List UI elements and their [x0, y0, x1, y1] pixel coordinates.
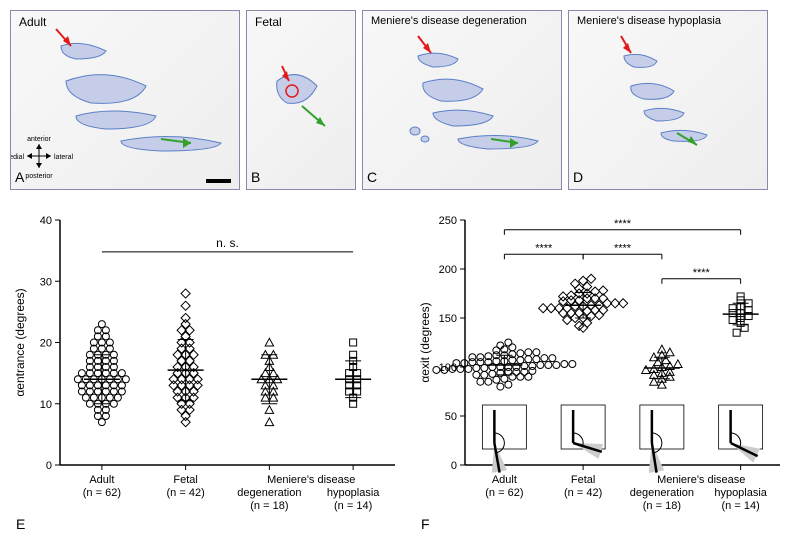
- svg-text:n. s.: n. s.: [216, 236, 239, 250]
- svg-text:(n = 18): (n = 18): [643, 500, 681, 512]
- panel-a: Adult anterior posterior medial lateral …: [10, 10, 240, 190]
- compass-anterior: anterior: [27, 136, 51, 143]
- panel-a-title: Adult: [19, 15, 46, 29]
- panel-a-svg: anterior posterior medial lateral: [11, 11, 241, 191]
- svg-text:200: 200: [439, 264, 457, 276]
- svg-text:Fetal: Fetal: [173, 474, 197, 486]
- chart-e-svg: 0 10 20 30 40 αentrance (degrees) Adult(n = 62…: [10, 205, 405, 535]
- chart-f-svg: 050100150200250αexit (degrees)Adult(n = …: [415, 205, 790, 535]
- panel-c-svg: [363, 11, 563, 191]
- svg-text:degeneration: degeneration: [630, 487, 694, 499]
- svg-text:Adult: Adult: [89, 474, 114, 486]
- svg-text:10: 10: [40, 399, 52, 411]
- svg-text:αentrance (degrees): αentrance (degrees): [13, 288, 27, 396]
- compass-posterior: posterior: [25, 173, 53, 180]
- panel-b-svg: [247, 11, 357, 191]
- svg-text:0: 0: [46, 460, 52, 472]
- svg-text:(n = 18): (n = 18): [250, 500, 288, 512]
- panel-d-label: D: [573, 169, 583, 185]
- svg-text:Fetal: Fetal: [571, 474, 595, 486]
- svg-text:F: F: [421, 516, 430, 532]
- panel-f: 050100150200250αexit (degrees)Adult(n = …: [415, 205, 790, 535]
- svg-text:Meniere's disease: Meniere's disease: [657, 474, 745, 486]
- panel-b-title: Fetal: [255, 15, 282, 29]
- svg-text:(n = 42): (n = 42): [564, 487, 602, 499]
- svg-text:(n = 14): (n = 14): [722, 500, 760, 512]
- svg-text:hypoplasia: hypoplasia: [714, 487, 767, 499]
- svg-text:Meniere's disease: Meniere's disease: [267, 474, 355, 486]
- compass-medial: medial: [11, 154, 24, 161]
- svg-text:(n = 62): (n = 62): [83, 487, 121, 499]
- svg-text:Adult: Adult: [492, 474, 517, 486]
- panel-c: Meniere's disease degeneration C: [362, 10, 562, 190]
- svg-text:(n = 42): (n = 42): [167, 487, 205, 499]
- svg-text:E: E: [16, 516, 25, 532]
- svg-text:50: 50: [445, 411, 457, 423]
- svg-text:(n = 14): (n = 14): [334, 500, 372, 512]
- svg-text:250: 250: [439, 215, 457, 227]
- svg-text:****: ****: [535, 242, 553, 254]
- svg-text:30: 30: [40, 276, 52, 288]
- svg-text:150: 150: [439, 313, 457, 325]
- svg-text:****: ****: [693, 267, 711, 279]
- panel-c-label: C: [367, 169, 377, 185]
- svg-text:αexit (degrees): αexit (degrees): [418, 302, 432, 382]
- svg-text:40: 40: [40, 215, 52, 227]
- svg-text:hypoplasia: hypoplasia: [327, 487, 380, 499]
- compass-lateral: lateral: [54, 154, 74, 161]
- svg-text:****: ****: [614, 218, 632, 230]
- panel-d: Meniere's disease hypoplasia D: [568, 10, 768, 190]
- svg-text:(n = 62): (n = 62): [485, 487, 523, 499]
- panel-d-title: Meniere's disease hypoplasia: [577, 15, 721, 27]
- svg-text:20: 20: [40, 338, 52, 350]
- scale-bar: [206, 179, 231, 183]
- panel-c-title: Meniere's disease degeneration: [371, 15, 527, 27]
- panel-b-label: B: [251, 169, 260, 185]
- svg-text:****: ****: [614, 242, 632, 254]
- svg-text:0: 0: [451, 460, 457, 472]
- panel-b: Fetal B: [246, 10, 356, 190]
- panel-a-label: A: [15, 169, 24, 185]
- svg-text:degeneration: degeneration: [237, 487, 301, 499]
- panel-d-svg: [569, 11, 769, 191]
- panel-e: 0 10 20 30 40 αentrance (degrees) Adult(n = 62…: [10, 205, 405, 535]
